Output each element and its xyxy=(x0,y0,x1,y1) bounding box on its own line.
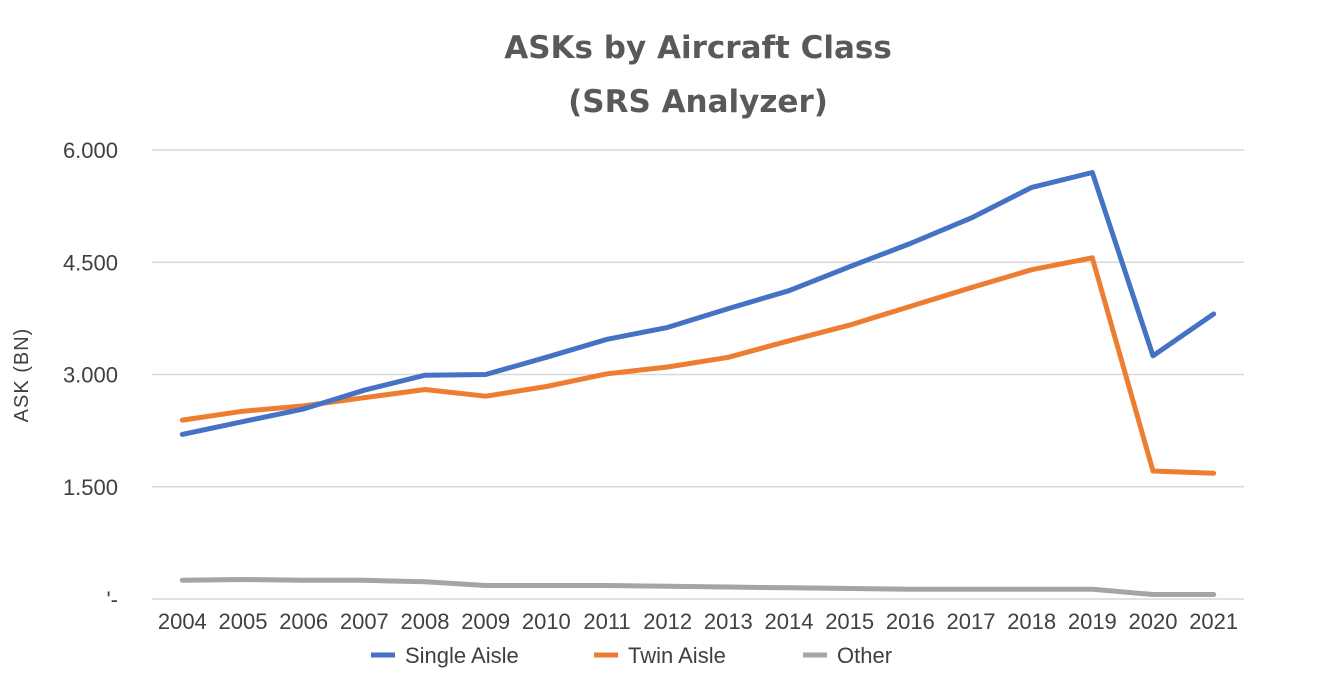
x-tick-label: 2010 xyxy=(522,609,571,634)
series-line-other xyxy=(179,577,1217,597)
legend-label: Other xyxy=(837,643,892,668)
x-tick-label: 2005 xyxy=(219,609,268,634)
x-tick-label: 2016 xyxy=(886,609,935,634)
x-tick-label: 2008 xyxy=(401,609,450,634)
series-lines xyxy=(179,170,1217,597)
y-tick-label: 1.500 xyxy=(63,475,118,500)
chart-title-line-1: ASKs by Aircraft Class xyxy=(504,30,892,66)
x-tick-label: 2019 xyxy=(1068,609,1117,634)
series-line-twin-aisle xyxy=(179,255,1217,476)
x-tick-label: 2015 xyxy=(825,609,874,634)
legend: Single Aisle Twin Aisle Other xyxy=(371,643,892,668)
chart-title-line-2: (SRS Analyzer) xyxy=(568,84,828,120)
y-tick-label: 6.000 xyxy=(63,138,118,163)
x-tick-label: 2006 xyxy=(279,609,328,634)
x-tick-label: 2018 xyxy=(1007,609,1056,634)
x-axis-ticks: 2004 2005 2006 2007 2008 2009 2010 2011 2012 2013… xyxy=(158,609,1238,634)
y-tick-label: 3.000 xyxy=(63,363,118,388)
gridlines xyxy=(152,149,1244,600)
x-tick-label: 2007 xyxy=(340,609,389,634)
x-tick-label: 2020 xyxy=(1129,609,1178,634)
x-tick-label: 2011 xyxy=(583,609,630,634)
y-axis-label: ASK (BN) xyxy=(11,328,33,423)
series-line-single-aisle xyxy=(179,170,1217,437)
legend-label: Single Aisle xyxy=(405,643,519,668)
legend-label: Twin Aisle xyxy=(628,643,726,668)
x-tick-label: 2014 xyxy=(765,609,814,634)
y-tick-label: '- xyxy=(106,587,118,612)
x-tick-label: 2009 xyxy=(461,609,510,634)
x-tick-label: 2004 xyxy=(158,609,207,634)
x-tick-label: 2013 xyxy=(704,609,753,634)
y-tick-label: 4.500 xyxy=(63,250,118,275)
x-tick-label: 2021 xyxy=(1189,609,1238,634)
x-tick-label: 2012 xyxy=(643,609,692,634)
y-axis-ticks: '- 1.500 3.000 4.500 6.000 xyxy=(63,138,118,612)
x-tick-label: 2017 xyxy=(947,609,996,634)
